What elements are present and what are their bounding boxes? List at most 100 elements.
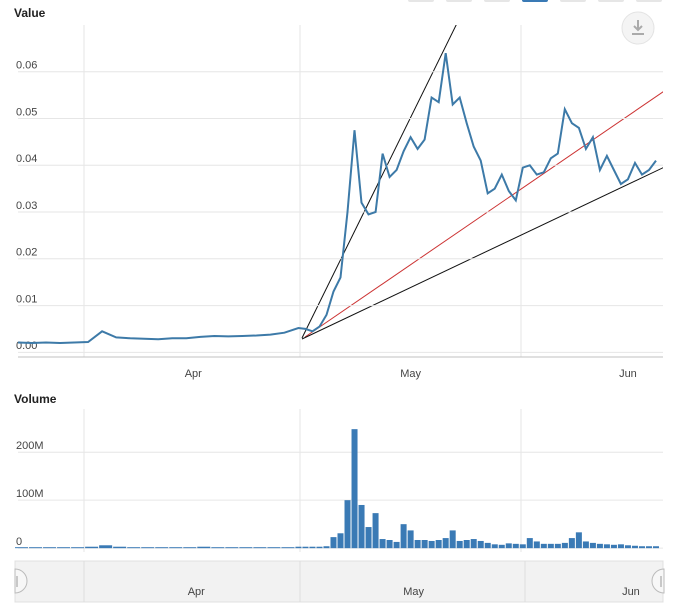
trend-line: [301, 25, 457, 339]
navigator: [14, 560, 665, 603]
volume-bar: [540, 543, 547, 549]
y-tick-label: 0.06: [16, 60, 37, 72]
volume-bar: [484, 542, 491, 549]
range-button[interactable]: [408, 0, 434, 2]
volume-bar: [547, 543, 554, 549]
volume-bar: [421, 540, 428, 549]
volume-bar: [449, 530, 456, 549]
volume-bar: [414, 540, 421, 549]
volume-bar: [463, 540, 470, 549]
volume-bar: [568, 538, 575, 549]
y-tick-label: 0.01: [16, 293, 37, 305]
volume-bar: [582, 541, 589, 549]
volume-bar: [554, 543, 561, 549]
y-tick-label: 0.02: [16, 247, 37, 259]
volume-bar: [302, 546, 309, 549]
x-grid: [83, 25, 522, 552]
volume-bar: [15, 547, 29, 549]
volume-bar: [386, 540, 393, 549]
navigator-label: Apr: [188, 586, 205, 598]
volume-bar: [631, 545, 638, 549]
volume-bar: [323, 546, 330, 549]
volume-bar: [365, 527, 372, 549]
volume-bar: [309, 546, 316, 549]
volume-bar: [589, 542, 596, 549]
volume-bar: [400, 524, 407, 549]
volume-bar: [253, 547, 267, 549]
volume-bar: [29, 547, 43, 549]
volume-bar: [183, 547, 197, 549]
volume-bar: [239, 547, 253, 549]
navigator-band: [14, 560, 664, 603]
volume-bar: [491, 544, 498, 549]
volume-bar: [295, 546, 302, 549]
volume-bar: [351, 429, 358, 549]
x-tick-label: Jun: [619, 368, 637, 380]
trend-line: [301, 167, 663, 340]
volume-bar: [624, 545, 631, 549]
volume-bar: [71, 547, 85, 549]
volume-bar: [638, 546, 645, 549]
volume-bar: [645, 546, 652, 549]
value-line: [17, 52, 657, 345]
volume-bar: [127, 547, 141, 549]
y-tick-label: 0: [16, 536, 22, 548]
volume-bar: [99, 545, 113, 549]
volume-bar: [169, 547, 183, 549]
range-button[interactable]: [560, 0, 586, 2]
volume-bar: [498, 544, 505, 549]
volume-bar: [57, 547, 71, 549]
volume-bar: [379, 539, 386, 549]
volume-bar: [617, 544, 624, 549]
range-button[interactable]: [636, 0, 662, 2]
volume-bar: [603, 544, 610, 549]
volume-bar: [533, 541, 540, 549]
range-button[interactable]: [446, 0, 472, 2]
volume-bar: [225, 547, 239, 549]
range-button[interactable]: [484, 0, 510, 2]
volume-bar: [337, 533, 344, 549]
volume-bar: [407, 530, 414, 549]
y-tick-label: 100M: [16, 488, 44, 500]
volume-bar: [330, 537, 337, 549]
volume-bar: [155, 547, 169, 549]
volume-bar: [211, 547, 225, 549]
volume-bar: [344, 500, 351, 549]
volume-bar: [358, 504, 365, 549]
download-icon[interactable]: [632, 20, 644, 35]
volume-bar: [428, 540, 435, 549]
volume-bar: [442, 538, 449, 549]
navigator-label: May: [403, 586, 424, 598]
volume-bar: [372, 513, 379, 549]
volume-bar: [85, 546, 99, 549]
volume-bar: [197, 546, 211, 549]
volume-bar: [596, 543, 603, 549]
x-tick-label: May: [400, 368, 421, 380]
chart-title: Value: [14, 6, 46, 20]
range-button[interactable]: [522, 0, 548, 2]
volume-bar: [456, 540, 463, 549]
volume-bar: [526, 538, 533, 549]
volume-bar: [43, 547, 57, 549]
volume-bar: [316, 546, 323, 549]
range-button[interactable]: [598, 0, 624, 2]
y-tick-label: 0.04: [16, 153, 37, 165]
volume-bar: [561, 542, 568, 549]
volume-bar: [505, 543, 512, 549]
download-button[interactable]: [621, 11, 655, 45]
range-buttons: [408, 0, 662, 2]
volume-bar: [393, 541, 400, 549]
volume-bar: [113, 546, 127, 549]
trend-lines: [301, 25, 663, 340]
volume-bar: [435, 540, 442, 549]
volume-bar: [470, 539, 477, 549]
volume-bar: [575, 532, 582, 549]
y-tick-label: 0.05: [16, 106, 37, 118]
volume-bar: [281, 547, 295, 549]
y-tick-label: 200M: [16, 440, 44, 452]
volume-bar: [519, 544, 526, 549]
navigator-handle[interactable]: [14, 568, 28, 594]
chart-title: Volume: [14, 392, 57, 406]
